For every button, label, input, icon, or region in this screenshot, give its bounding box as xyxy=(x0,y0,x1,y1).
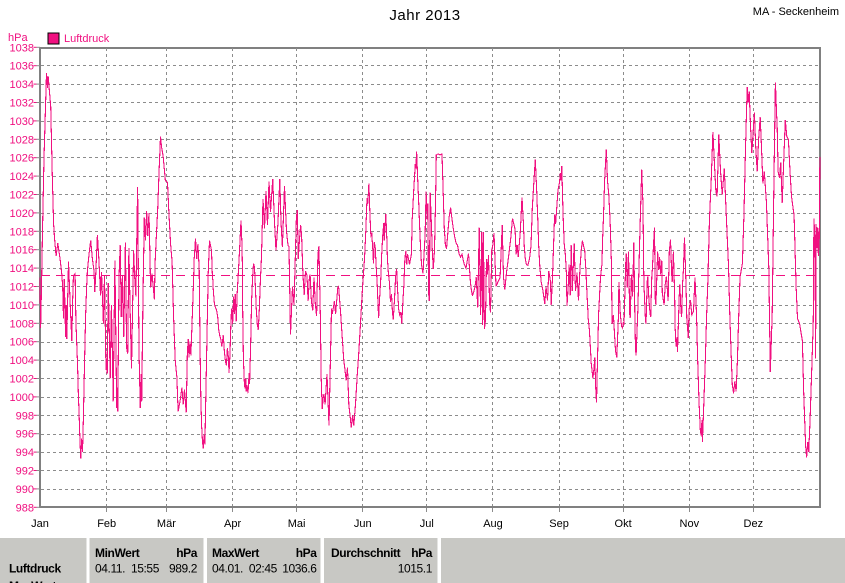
svg-text:1022: 1022 xyxy=(10,190,34,202)
svg-text:998: 998 xyxy=(16,410,34,422)
svg-text:992: 992 xyxy=(16,466,34,478)
svg-text:Luftdruck: Luftdruck xyxy=(64,33,110,45)
svg-text:1014: 1014 xyxy=(10,263,34,275)
svg-text:1018: 1018 xyxy=(10,226,34,238)
svg-text:988: 988 xyxy=(16,502,34,514)
svg-text:Durchschnitt: Durchschnitt xyxy=(331,546,401,560)
svg-text:1002: 1002 xyxy=(10,374,34,386)
svg-text:1028: 1028 xyxy=(10,134,34,146)
svg-text:1024: 1024 xyxy=(10,171,34,183)
svg-text:04.11. 15:55: 04.11. 15:55 xyxy=(95,562,160,576)
svg-text:1006: 1006 xyxy=(10,337,34,349)
svg-text:Jun: Jun xyxy=(354,518,372,530)
svg-text:04.01. 02:45: 04.01. 02:45 xyxy=(212,562,278,576)
svg-text:Nov: Nov xyxy=(680,518,700,530)
svg-text:Jul: Jul xyxy=(420,518,434,530)
svg-text:Mär: Mär xyxy=(157,518,176,530)
svg-text:1015.1: 1015.1 xyxy=(398,562,433,576)
svg-text:1000: 1000 xyxy=(10,392,34,404)
svg-text:1036.6: 1036.6 xyxy=(282,562,317,576)
svg-text:1030: 1030 xyxy=(10,116,34,128)
svg-text:1034: 1034 xyxy=(10,79,34,91)
svg-text:MA - Seckenheim: MA - Seckenheim xyxy=(753,6,839,18)
svg-text:Jahr 2013: Jahr 2013 xyxy=(389,7,460,24)
svg-text:Luftdruck: Luftdruck xyxy=(9,562,61,576)
svg-text:990: 990 xyxy=(16,484,34,496)
svg-text:Sep: Sep xyxy=(549,518,569,530)
svg-text:1038: 1038 xyxy=(10,42,34,54)
svg-text:Dez: Dez xyxy=(744,518,764,530)
svg-text:1004: 1004 xyxy=(10,355,34,367)
svg-text:Feb: Feb xyxy=(97,518,116,530)
svg-text:1026: 1026 xyxy=(10,153,34,165)
svg-text:1010: 1010 xyxy=(10,300,34,312)
svg-text:MinWert: MinWert xyxy=(95,546,140,560)
svg-text:994: 994 xyxy=(16,447,34,459)
svg-text:1016: 1016 xyxy=(10,245,34,257)
svg-text:Jan: Jan xyxy=(31,518,49,530)
svg-text:Mai: Mai xyxy=(288,518,306,530)
svg-text:1008: 1008 xyxy=(10,318,34,330)
svg-text:989.2: 989.2 xyxy=(169,562,198,576)
svg-text:996: 996 xyxy=(16,429,34,441)
svg-text:Apr: Apr xyxy=(224,518,241,530)
svg-text:Aug: Aug xyxy=(483,518,503,530)
svg-text:1036: 1036 xyxy=(10,61,34,73)
svg-text:Okt: Okt xyxy=(615,518,632,530)
svg-text:hPa: hPa xyxy=(176,546,198,560)
svg-text:MaxWert: MaxWert xyxy=(9,579,56,583)
svg-text:1012: 1012 xyxy=(10,282,34,294)
svg-text:hPa: hPa xyxy=(411,546,433,560)
svg-text:MaxWert: MaxWert xyxy=(212,546,259,560)
svg-text:hPa: hPa xyxy=(8,32,28,44)
svg-text:1020: 1020 xyxy=(10,208,34,220)
svg-text:hPa: hPa xyxy=(296,546,318,560)
svg-text:1032: 1032 xyxy=(10,98,34,110)
